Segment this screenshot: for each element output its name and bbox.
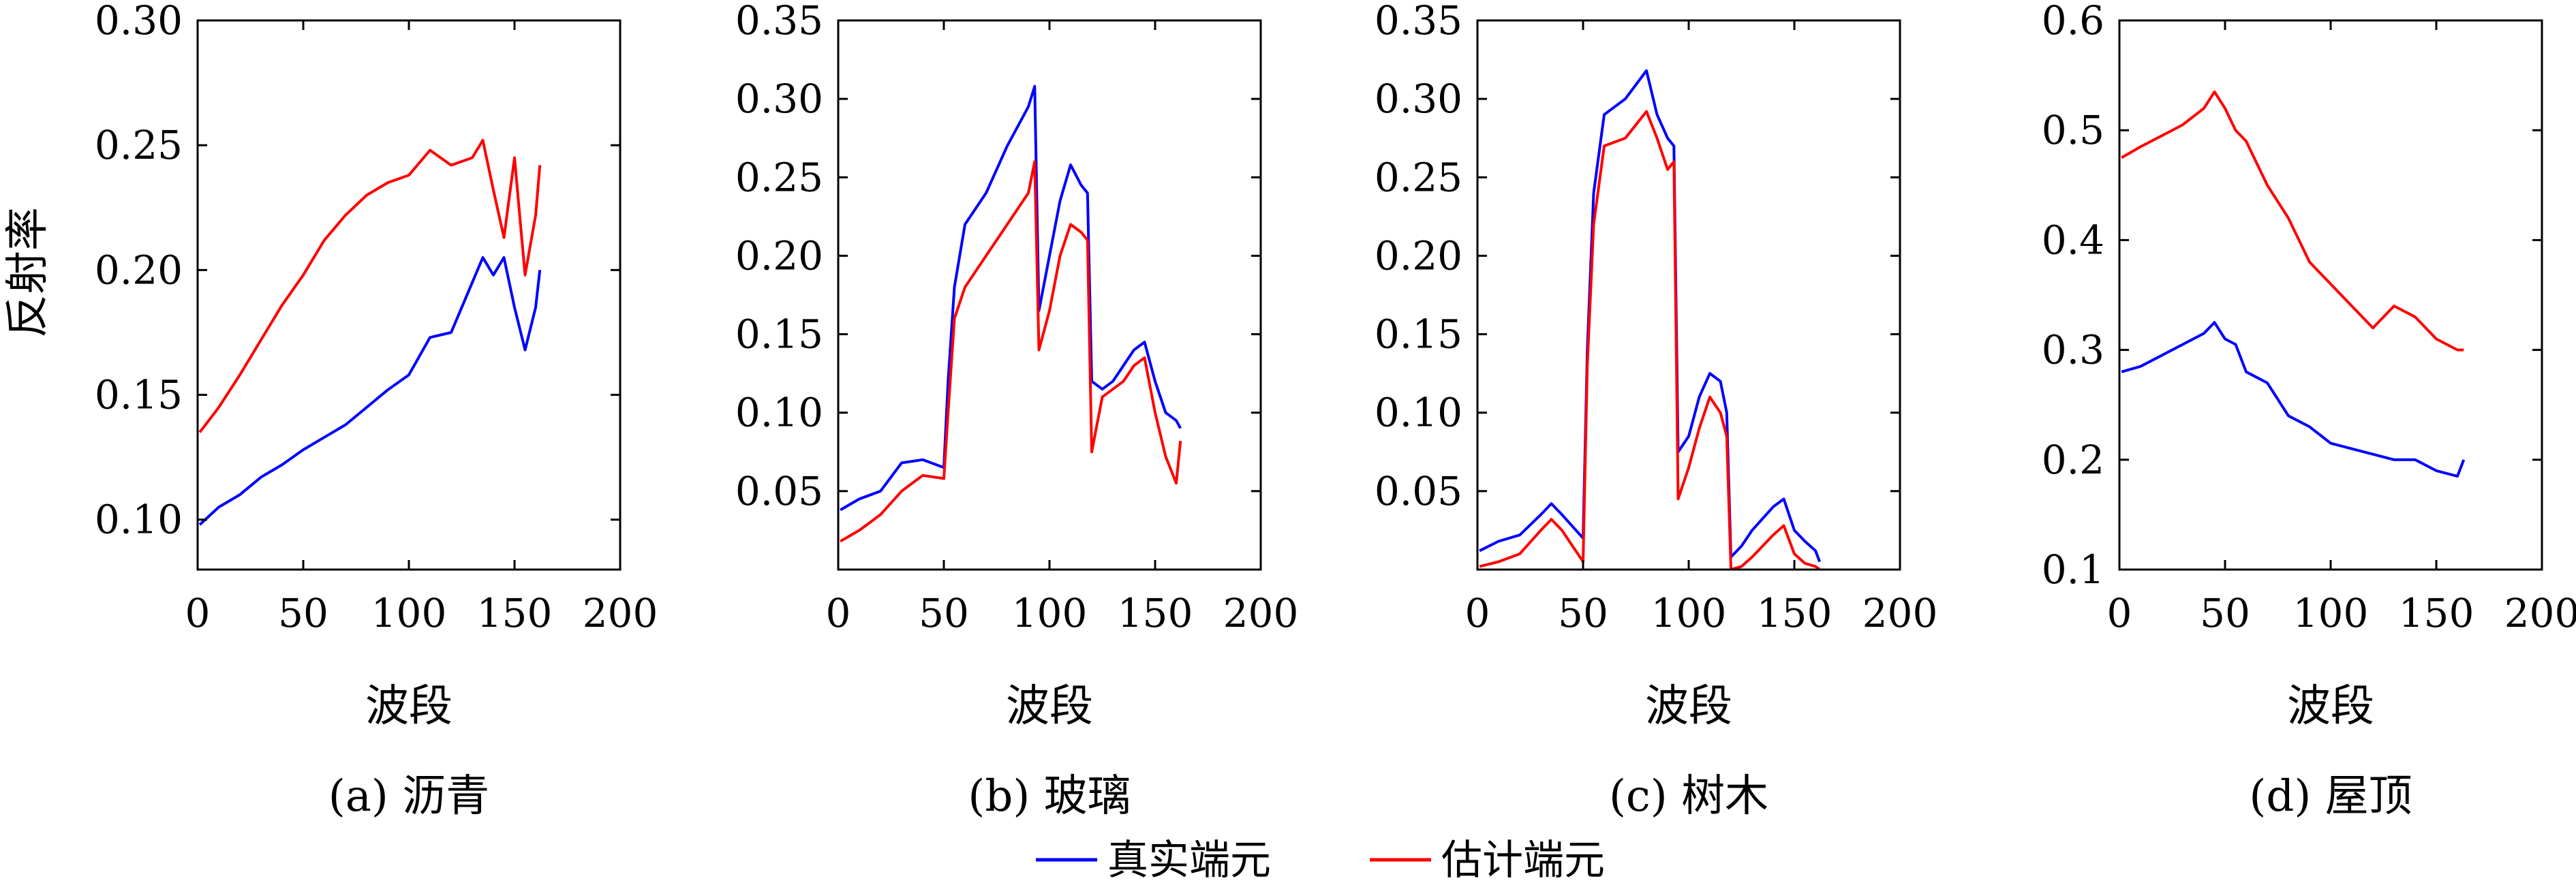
x-tick-label: 50 bbox=[278, 590, 328, 636]
x-tick-label: 150 bbox=[477, 590, 553, 636]
y-tick-label: 0.15 bbox=[95, 372, 183, 418]
y-tick-label: 0.10 bbox=[735, 390, 823, 436]
plot-frame bbox=[2118, 19, 2543, 571]
y-tick-label: 0.15 bbox=[1375, 311, 1462, 358]
series-line-2-0 bbox=[1479, 69, 1822, 563]
x-tick-label: 0 bbox=[185, 590, 211, 636]
x-tick-label: 50 bbox=[2200, 590, 2250, 636]
panel-0: 0 50 100 150 200 0.10 0.15 0.20 0.25 0.30 波段 (a) 沥青 bbox=[95, 0, 658, 822]
y-tick-label: 0.1 bbox=[2042, 546, 2104, 593]
series-line-3-0 bbox=[2121, 321, 2466, 478]
x-tick-label: 150 bbox=[2399, 590, 2474, 636]
legend-label-est: 估计端元 bbox=[1441, 837, 1605, 884]
y-tick-label: 0.35 bbox=[735, 0, 823, 44]
y-tick-label: 0.30 bbox=[95, 0, 183, 44]
x-tick-label: 0 bbox=[1465, 590, 1490, 636]
x-tick-label: 100 bbox=[371, 590, 447, 636]
x-tick-label: 100 bbox=[1012, 590, 1088, 636]
y-tick-label: 0.15 bbox=[735, 311, 823, 358]
figure-ylabel: 反射率 bbox=[3, 207, 53, 338]
y-tick-label: 0.4 bbox=[2042, 217, 2104, 263]
y-tick-label: 0.3 bbox=[2042, 327, 2104, 373]
panel-2: 0 50 100 150 200 0.05 0.10 0.15 0.20 0.25 0.30 0.35… bbox=[1375, 0, 1938, 822]
series-line-2-1 bbox=[1479, 110, 1821, 570]
panel-caption: (d) 屋顶 bbox=[2249, 771, 2412, 822]
x-tick-label: 100 bbox=[2293, 590, 2369, 636]
y-tick-label: 0.20 bbox=[735, 232, 823, 279]
y-tick-label: 0.10 bbox=[1375, 390, 1462, 436]
x-tick-label: 50 bbox=[919, 590, 969, 636]
y-tick-label: 0.30 bbox=[1375, 76, 1462, 122]
x-tick-label: 200 bbox=[583, 590, 658, 636]
y-tick-label: 0.20 bbox=[95, 247, 183, 293]
panel-caption: (a) 沥青 bbox=[328, 771, 489, 822]
series-line-1-1 bbox=[840, 160, 1182, 543]
x-axis-label: 波段 bbox=[2287, 681, 2374, 732]
y-tick-label: 0.30 bbox=[735, 76, 823, 122]
plot-frame bbox=[1476, 19, 1901, 571]
x-axis-label: 波段 bbox=[365, 681, 453, 732]
y-tick-label: 0.2 bbox=[2042, 437, 2104, 483]
x-tick-label: 200 bbox=[2504, 590, 2576, 636]
x-tick-label: 0 bbox=[2107, 590, 2132, 636]
x-tick-label: 50 bbox=[1558, 590, 1608, 636]
x-axis-label: 波段 bbox=[1645, 681, 1732, 732]
x-tick-label: 100 bbox=[1651, 590, 1727, 636]
y-tick-label: 0.20 bbox=[1375, 232, 1462, 279]
x-tick-label: 200 bbox=[1862, 590, 1938, 636]
x-tick-label: 0 bbox=[826, 590, 851, 636]
panel-caption: (c) 树木 bbox=[1609, 771, 1768, 822]
y-tick-label: 0.05 bbox=[1375, 468, 1462, 514]
series-line-3-1 bbox=[2121, 90, 2464, 352]
series-line-1-0 bbox=[840, 84, 1182, 512]
plot-frame bbox=[837, 19, 1262, 571]
y-tick-label: 0.10 bbox=[95, 497, 183, 543]
x-tick-label: 150 bbox=[1757, 590, 1833, 636]
y-tick-label: 0.25 bbox=[95, 122, 183, 168]
series-line-0-1 bbox=[198, 138, 542, 433]
panel-1: 0 50 100 150 200 0.05 0.10 0.15 0.20 0.25 0.30 0.35… bbox=[735, 0, 1299, 822]
panel-3: 0 50 100 150 200 0.1 0.2 0.3 0.4 0.5 0.6 波段 (d) 屋顶 bbox=[2042, 0, 2576, 822]
panel-caption: (b) 玻璃 bbox=[968, 771, 1131, 822]
y-tick-label: 0.6 bbox=[2042, 0, 2104, 44]
y-tick-label: 0.25 bbox=[735, 154, 823, 200]
y-tick-label: 0.5 bbox=[2042, 107, 2104, 153]
legend-label-true: 真实端元 bbox=[1107, 837, 1271, 884]
x-tick-label: 200 bbox=[1223, 590, 1299, 636]
legend: 真实端元 估计端元 bbox=[1036, 837, 1605, 884]
y-tick-label: 0.05 bbox=[735, 468, 823, 514]
x-axis-label: 波段 bbox=[1006, 681, 1093, 732]
plot-frame bbox=[196, 19, 622, 571]
series-line-0-0 bbox=[198, 256, 542, 526]
y-tick-label: 0.25 bbox=[1375, 154, 1462, 200]
y-tick-label: 0.35 bbox=[1375, 0, 1462, 44]
x-tick-label: 150 bbox=[1118, 590, 1193, 636]
